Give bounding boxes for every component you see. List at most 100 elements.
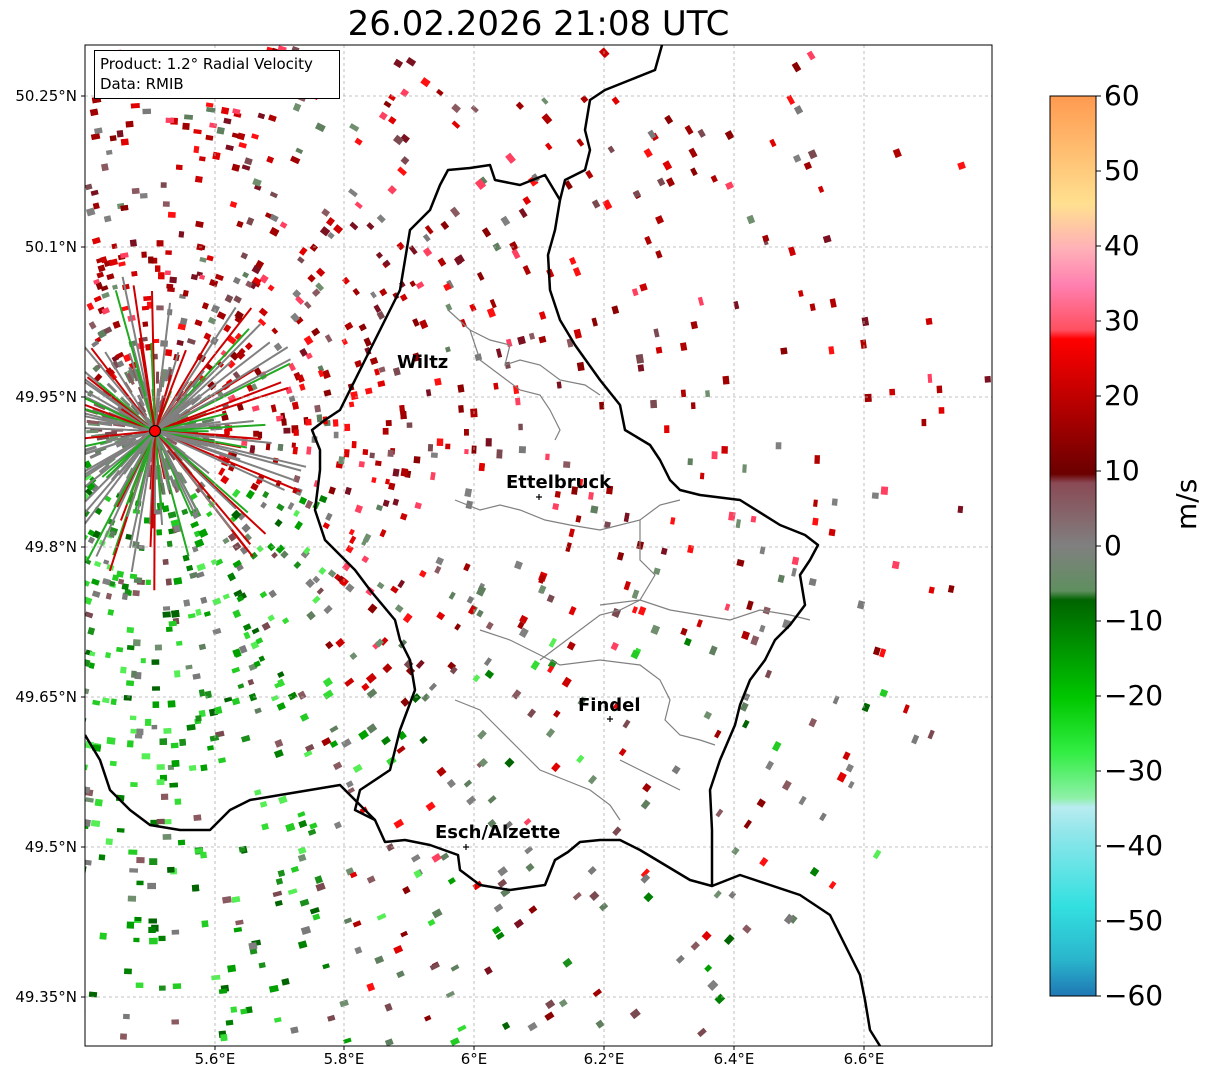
radar-gate — [199, 274, 206, 280]
radar-gate — [305, 418, 312, 426]
radar-gate — [106, 736, 116, 745]
radar-gate — [142, 108, 152, 115]
radar-gate — [227, 572, 236, 582]
radar-gate — [112, 284, 119, 290]
radar-gate — [194, 175, 203, 183]
radar-gate — [399, 293, 408, 302]
radar-gate — [713, 890, 722, 899]
radar-gate — [517, 335, 526, 345]
radar-gate — [650, 624, 660, 635]
radar-gate — [350, 391, 359, 401]
radar-gate — [92, 202, 100, 210]
radar-gate — [607, 145, 615, 154]
radar-gate — [527, 708, 537, 719]
radar-gate — [437, 257, 447, 267]
radar-gate — [397, 579, 405, 589]
radar-gate — [255, 259, 265, 269]
radar-gate — [85, 1009, 86, 1017]
radar-gate — [349, 652, 358, 660]
radar-gate — [210, 558, 218, 566]
radar-gate — [392, 468, 400, 477]
radar-gate — [275, 544, 285, 554]
radar-gate — [140, 658, 146, 664]
radar-gate — [344, 677, 355, 687]
radar-gate — [400, 411, 407, 420]
radar-gate — [573, 328, 582, 339]
radar-gate — [287, 888, 298, 895]
radar-gate — [361, 682, 370, 692]
radar-gate — [225, 1019, 234, 1026]
radar-spoke — [154, 341, 271, 432]
radar-gate — [259, 800, 268, 808]
radar-gate — [238, 142, 247, 149]
radar-site-marker — [149, 425, 161, 437]
radar-gate — [164, 349, 173, 357]
radar-gate — [209, 278, 219, 288]
lon-tick-label: 6.2°E — [583, 1050, 625, 1068]
radar-gate — [333, 431, 339, 439]
radar-gate — [273, 1017, 282, 1023]
radar-gate — [188, 765, 197, 771]
radar-gate — [558, 998, 568, 1008]
radar-gate — [928, 586, 935, 594]
radar-gate — [440, 852, 450, 861]
radar-gate — [329, 725, 339, 733]
radar-gate — [91, 340, 100, 348]
radar-gate — [162, 611, 171, 618]
radar-spoke — [154, 381, 282, 432]
lat-tick-label: 49.65°N — [15, 688, 77, 706]
radar-gate — [382, 663, 393, 674]
radar-gate — [809, 303, 816, 312]
colorbar-tick-label: 10 — [1104, 454, 1140, 487]
radar-gate — [415, 281, 425, 290]
radar-gate — [129, 868, 139, 873]
lat-tick-label: 50.1°N — [24, 238, 77, 256]
data-source-label: Data: RMIB — [100, 75, 184, 93]
radar-gate — [165, 578, 172, 586]
radar-gate — [631, 288, 639, 297]
radar-gate — [655, 215, 665, 225]
radar-gate — [186, 565, 194, 572]
radar-gate — [630, 649, 641, 660]
radar-gate — [129, 239, 137, 247]
radar-gate — [371, 476, 377, 484]
radar-spoke — [85, 408, 156, 432]
radar-gate — [424, 224, 434, 235]
radar-gate — [212, 151, 221, 161]
radar-gate — [176, 339, 184, 346]
radar-gate — [392, 498, 400, 506]
radar-gate — [93, 278, 100, 285]
radar-gate — [231, 666, 241, 674]
radar-gate — [495, 348, 503, 358]
radar-gate — [546, 594, 555, 603]
radar-gate — [382, 499, 390, 508]
radar-gate — [414, 502, 422, 510]
radar-gate — [163, 369, 169, 382]
radar-gate — [293, 509, 300, 518]
radar-gate — [306, 610, 316, 621]
radar-spoke — [101, 430, 156, 478]
radar-gate — [231, 488, 241, 498]
radar-gate — [211, 974, 221, 981]
radar-gate — [100, 163, 109, 172]
radar-gate — [125, 533, 133, 541]
radar-gate — [602, 199, 613, 211]
radar-gate — [166, 449, 177, 461]
radar-gate — [194, 319, 203, 327]
radar-gate — [832, 695, 840, 705]
radar-gate — [193, 145, 200, 154]
radar-gate — [430, 452, 438, 458]
radar-gate — [151, 659, 160, 665]
radar-gate — [793, 105, 804, 115]
radar-gate — [112, 320, 121, 329]
radar-gate — [85, 509, 90, 518]
radar-gate — [251, 133, 259, 140]
radar-gate — [446, 779, 456, 788]
radar-gate — [216, 311, 227, 320]
radar-gate — [186, 338, 196, 345]
radar-gate — [370, 291, 377, 299]
radar-gate — [238, 845, 246, 853]
radar-gate — [637, 364, 645, 372]
radar-gate — [366, 982, 375, 992]
radar-gate — [556, 381, 562, 389]
